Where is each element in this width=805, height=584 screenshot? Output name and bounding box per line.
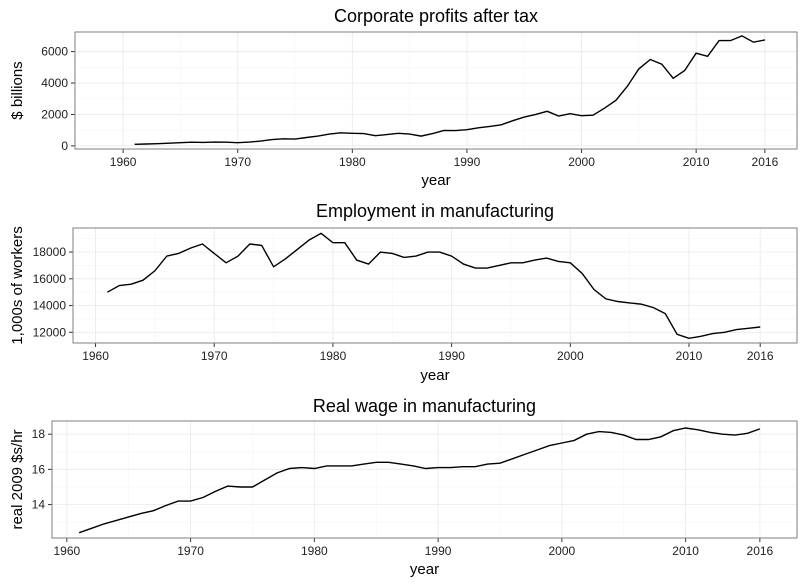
y-tick-label: 2000 <box>41 107 68 121</box>
series-line <box>107 232 761 340</box>
panel-3: 1960 1970 1980 1990 2000 2010 2016 14 16 18 Real w… <box>9 396 798 578</box>
x-tick-label: 1980 <box>339 155 366 169</box>
x-tick-label: 2016 <box>752 155 779 169</box>
y-tick-label: 6000 <box>41 45 68 59</box>
panel-border <box>72 227 798 344</box>
series-line <box>134 35 766 145</box>
y-axis-label: $ billions <box>9 61 26 119</box>
panel-border <box>74 31 798 150</box>
x-axis-label: year <box>421 172 450 189</box>
x-tick-label: 1970 <box>201 349 228 363</box>
x-tick-label: 2016 <box>747 544 774 558</box>
x-tick-label: 1990 <box>425 544 452 558</box>
x-tick-label: 1960 <box>53 544 80 558</box>
x-tick-label: 1990 <box>454 155 481 169</box>
x-tick-label: 1960 <box>82 349 109 363</box>
x-tick-label: 1980 <box>301 544 328 558</box>
x-tick-label: 1980 <box>320 349 347 363</box>
x-axis-label: year <box>420 367 449 384</box>
y-tick-label: 0 <box>61 139 68 153</box>
panel-title: Corporate profits after tax <box>334 6 538 26</box>
x-tick-label: 2000 <box>549 544 576 558</box>
x-tick-label: 2000 <box>568 155 595 169</box>
y-tick-label: 14000 <box>33 299 67 313</box>
y-tick-label: 16000 <box>33 272 67 286</box>
x-axis-label: year <box>410 561 439 578</box>
series-line <box>78 427 761 534</box>
y-axis-label: 1,000s of workers <box>9 226 26 344</box>
panel-2: 1960 1970 1980 1990 2000 2010 2016 12000 14000 16… <box>9 201 798 384</box>
panel-title: Real wage in manufacturing <box>313 396 536 416</box>
x-tick-label: 2010 <box>676 349 703 363</box>
panel-background <box>72 227 798 344</box>
x-tick-label: 1970 <box>224 155 251 169</box>
x-tick-label: 2000 <box>557 349 584 363</box>
panel-border <box>51 420 798 539</box>
panel-title: Employment in manufacturing <box>316 201 554 221</box>
y-tick-label: 12000 <box>33 325 67 339</box>
y-tick-label: 16 <box>32 462 46 476</box>
y-tick-label: 14 <box>32 498 46 512</box>
y-axis-label: real 2009 $s/hr <box>9 429 26 529</box>
y-tick-label: 4000 <box>41 76 68 90</box>
y-tick-label: 18 <box>32 427 46 441</box>
y-tick-label: 18000 <box>33 245 67 259</box>
panel-1: 1960 1970 1980 1990 2000 2010 2016 0 2000 4000 600… <box>9 6 798 189</box>
panel-background <box>74 31 798 150</box>
x-tick-label: 2010 <box>683 155 710 169</box>
x-tick-label: 1960 <box>110 155 137 169</box>
x-tick-label: 1990 <box>438 349 465 363</box>
x-tick-label: 2016 <box>747 349 774 363</box>
x-tick-label: 1970 <box>177 544 204 558</box>
x-tick-label: 2010 <box>672 544 699 558</box>
